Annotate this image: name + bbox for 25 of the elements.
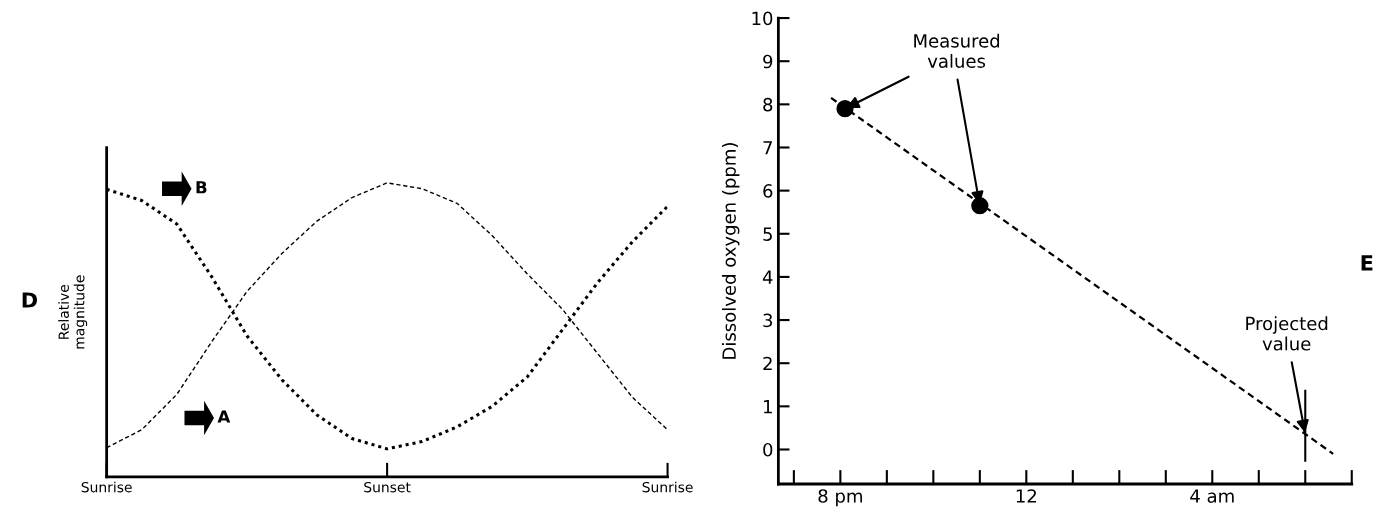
y-tick-label: 4	[762, 270, 773, 284]
x-tick-label: Sunset	[364, 481, 411, 493]
y-tick-label: 1	[764, 400, 772, 414]
legend-label: B	[196, 181, 207, 194]
x-tick-label: 4 am	[1190, 489, 1234, 503]
x-tick-label: 8 pm	[818, 489, 862, 507]
x-tick-label: Sunrise	[642, 481, 693, 493]
y-tick-label: 7	[763, 141, 772, 155]
y-axis-title: Relative magnitude	[58, 275, 88, 349]
y-tick-label: 2	[763, 356, 772, 371]
y-tick-label: 6	[763, 184, 773, 198]
annotation: Projected value	[1246, 316, 1328, 351]
y-tick-label: 9	[763, 54, 773, 69]
y-tick-label: 0	[763, 442, 773, 457]
x-tick-label: Sunrise	[81, 481, 132, 493]
y-axis-title: Dissolved oxygen (ppm)	[721, 143, 740, 359]
y-tick-label: 3	[763, 313, 773, 328]
x-tick-label: 12	[1016, 489, 1036, 503]
y-tick-label: 5	[763, 227, 772, 241]
legend-label: A	[217, 410, 231, 423]
y-tick-label: 8	[763, 97, 773, 112]
annotation: Measured values	[914, 33, 1000, 68]
text: D	[22, 292, 37, 308]
y-tick-label: 10	[752, 11, 773, 26]
text: E	[1361, 255, 1373, 271]
